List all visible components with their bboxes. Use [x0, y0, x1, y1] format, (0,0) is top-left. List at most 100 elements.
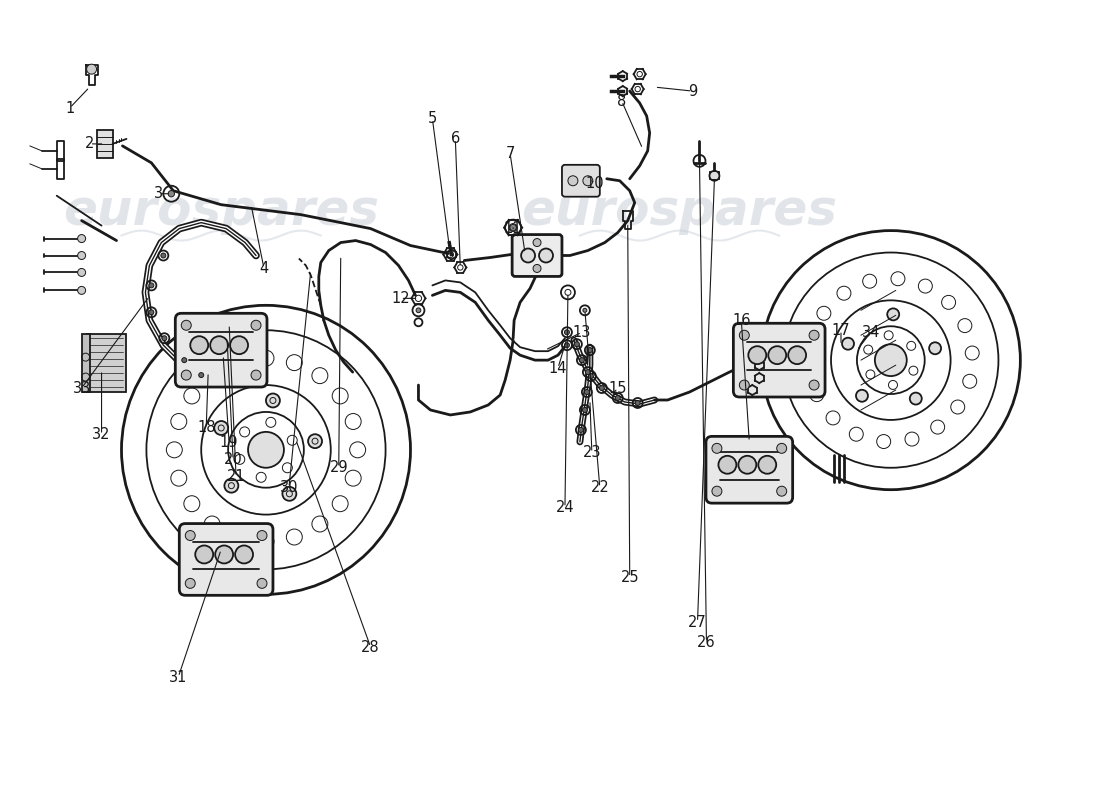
Circle shape	[283, 487, 296, 501]
Circle shape	[185, 530, 195, 541]
Circle shape	[249, 432, 284, 468]
Text: 21: 21	[227, 470, 245, 484]
Circle shape	[615, 395, 620, 401]
Circle shape	[842, 338, 854, 350]
Circle shape	[78, 251, 86, 259]
Circle shape	[216, 546, 233, 563]
Circle shape	[182, 370, 191, 380]
Circle shape	[521, 249, 535, 262]
FancyBboxPatch shape	[513, 234, 562, 277]
Circle shape	[777, 486, 786, 496]
Text: 14: 14	[549, 361, 568, 376]
Circle shape	[235, 546, 253, 563]
Circle shape	[148, 310, 154, 314]
Text: 10: 10	[585, 176, 604, 191]
Bar	[710, 170, 719, 178]
Circle shape	[739, 380, 749, 390]
Circle shape	[87, 64, 97, 74]
Circle shape	[585, 370, 591, 374]
Circle shape	[910, 393, 922, 405]
Circle shape	[777, 443, 786, 454]
Bar	[81, 334, 89, 392]
Circle shape	[768, 346, 786, 364]
Text: 34: 34	[861, 325, 880, 340]
Circle shape	[564, 342, 570, 348]
Text: 31: 31	[169, 670, 187, 685]
Circle shape	[257, 578, 267, 588]
Text: 29: 29	[329, 460, 348, 475]
FancyBboxPatch shape	[175, 314, 267, 387]
FancyBboxPatch shape	[706, 436, 793, 503]
Text: 27: 27	[689, 614, 707, 630]
Text: 24: 24	[556, 500, 574, 515]
Text: 28: 28	[361, 640, 379, 654]
Circle shape	[257, 530, 267, 541]
Circle shape	[224, 478, 239, 493]
Text: 7: 7	[506, 146, 515, 162]
Circle shape	[568, 176, 578, 186]
Circle shape	[582, 407, 587, 413]
Circle shape	[888, 308, 899, 320]
Text: 17: 17	[832, 322, 850, 338]
Circle shape	[718, 456, 736, 474]
Circle shape	[214, 421, 228, 435]
Text: eurospares: eurospares	[63, 186, 379, 234]
Circle shape	[210, 336, 228, 354]
Circle shape	[190, 336, 208, 354]
Circle shape	[78, 269, 86, 277]
Text: 9: 9	[688, 83, 697, 98]
Text: 22: 22	[591, 480, 609, 495]
Circle shape	[195, 546, 213, 563]
Text: 6: 6	[451, 131, 460, 146]
Text: 2: 2	[85, 136, 95, 151]
Text: 33: 33	[73, 381, 91, 395]
Circle shape	[712, 443, 722, 454]
Circle shape	[199, 373, 204, 378]
Circle shape	[930, 342, 942, 354]
Circle shape	[739, 330, 749, 340]
Circle shape	[230, 336, 249, 354]
Circle shape	[78, 234, 86, 242]
Circle shape	[78, 286, 86, 294]
Bar	[87, 334, 126, 392]
Text: 23: 23	[583, 446, 601, 460]
Circle shape	[579, 427, 583, 432]
Circle shape	[738, 456, 757, 474]
Text: 20: 20	[223, 452, 242, 467]
Text: 19: 19	[220, 435, 239, 450]
Circle shape	[748, 346, 767, 364]
Circle shape	[251, 320, 261, 330]
Circle shape	[308, 434, 322, 448]
Circle shape	[161, 253, 166, 258]
Circle shape	[758, 456, 777, 474]
Circle shape	[251, 370, 261, 380]
Circle shape	[534, 265, 541, 273]
Text: 5: 5	[428, 111, 437, 126]
Circle shape	[185, 578, 195, 588]
Text: 13: 13	[573, 325, 591, 340]
Circle shape	[856, 390, 868, 402]
FancyBboxPatch shape	[179, 523, 273, 595]
Text: 18: 18	[197, 421, 216, 435]
Circle shape	[266, 394, 279, 407]
Circle shape	[583, 176, 593, 186]
Circle shape	[588, 374, 593, 378]
Circle shape	[810, 330, 820, 340]
Text: 12: 12	[392, 291, 410, 306]
Circle shape	[810, 380, 820, 390]
Text: 11: 11	[504, 221, 522, 236]
Text: 25: 25	[620, 570, 639, 585]
Circle shape	[182, 320, 191, 330]
Text: 4: 4	[260, 261, 268, 276]
Text: 15: 15	[608, 381, 627, 395]
Text: 26: 26	[697, 634, 716, 650]
Text: 8: 8	[617, 94, 626, 109]
Circle shape	[162, 336, 167, 341]
Circle shape	[564, 330, 570, 334]
Circle shape	[182, 358, 187, 362]
Circle shape	[534, 238, 541, 246]
Circle shape	[510, 225, 516, 230]
Circle shape	[168, 190, 175, 197]
Circle shape	[600, 386, 604, 390]
Circle shape	[635, 401, 640, 406]
